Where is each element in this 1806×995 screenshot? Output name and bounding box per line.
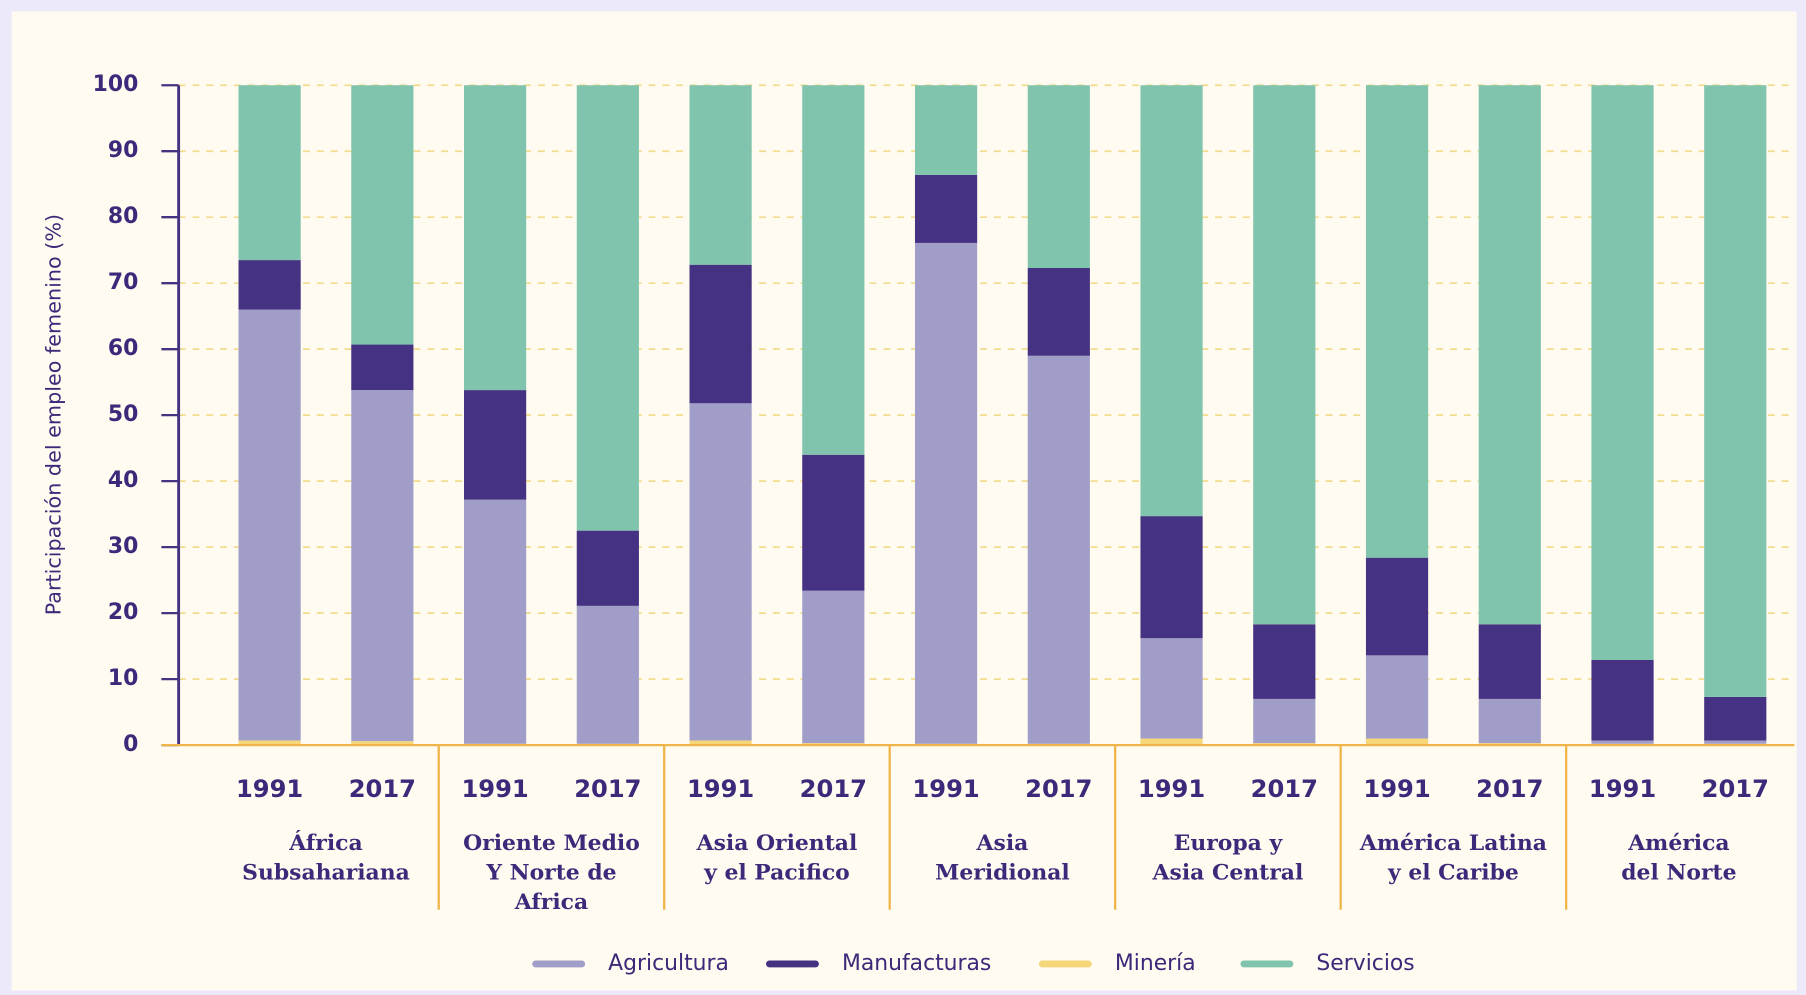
bar-segment: [1365, 655, 1429, 739]
group-label: África: [288, 829, 362, 856]
y-tick-label: 0: [123, 732, 138, 757]
bar-segment: [576, 605, 639, 744]
x-tick-label: 1991: [1138, 775, 1205, 803]
group-label: Oriente Medio: [463, 830, 640, 856]
bar-segment: [1478, 624, 1541, 699]
y-tick-label: 30: [108, 534, 138, 559]
group-label: Asia: [976, 830, 1029, 856]
y-tick-label: 70: [108, 270, 138, 295]
bar-segment: [914, 242, 978, 744]
y-tick-label: 50: [108, 402, 138, 427]
group-label: Subsahariana: [242, 860, 410, 886]
bar-segment: [1365, 85, 1429, 558]
bar-segment: [238, 309, 301, 741]
y-tick-label: 80: [108, 204, 138, 229]
group-label: y el Pacifico: [703, 860, 850, 886]
bar-segment: [1253, 624, 1316, 699]
bar-segment: [238, 85, 301, 261]
bar-segment: [1140, 85, 1203, 517]
bar-segment: [914, 174, 978, 243]
group-label: Europa y: [1174, 830, 1284, 856]
bar-segment: [1027, 85, 1090, 269]
group-label: América Latina: [1359, 830, 1547, 856]
bar-segment: [1365, 738, 1429, 746]
y-axis-label: Participación del empleo femenino (%): [41, 214, 65, 615]
bar-segment: [1704, 85, 1767, 697]
x-tick-label: 1991: [1589, 775, 1656, 803]
x-tick-label: 1991: [461, 775, 528, 803]
x-tick-label: 1991: [236, 775, 303, 803]
bar-segment: [1365, 557, 1429, 656]
bar-segment: [351, 344, 414, 391]
bar-segment: [1478, 698, 1541, 744]
bar-segment: [464, 85, 527, 391]
x-tick-label: 2017: [574, 775, 641, 803]
bar-segment: [351, 741, 414, 746]
bar-segment: [576, 530, 639, 606]
bar-segment: [1704, 696, 1767, 741]
bar-segment: [802, 85, 865, 455]
legend-label: Agricultura: [608, 951, 729, 976]
bar-segment: [1591, 85, 1654, 660]
legend-label: Servicios: [1316, 951, 1414, 976]
bar-segment: [689, 740, 752, 746]
x-tick-label: 2017: [1476, 775, 1543, 803]
x-tick-label: 2017: [1251, 775, 1318, 803]
bar-segment: [1478, 85, 1541, 625]
x-tick-label: 1991: [687, 775, 754, 803]
group-label: Asia Oriental: [696, 830, 858, 856]
bar-segment: [689, 85, 752, 265]
group-label: del Norte: [1621, 860, 1736, 886]
bar-segment: [914, 85, 978, 175]
group-label: y el Caribe: [1387, 860, 1519, 886]
legend-label: Minería: [1115, 951, 1196, 976]
bar-segment: [1253, 698, 1316, 744]
x-tick-label: 2017: [1702, 775, 1769, 803]
bar-segment: [464, 499, 527, 744]
y-tick-label: 60: [108, 336, 138, 361]
bar-segment: [1591, 740, 1654, 744]
bar-segment: [576, 85, 639, 531]
y-tick-label: 90: [108, 138, 138, 163]
bar-segment: [1140, 638, 1203, 739]
bar-segment: [802, 454, 865, 591]
bar-segment: [1027, 268, 1090, 356]
bar-segment: [802, 590, 865, 744]
bar-segment: [689, 264, 752, 404]
bar-segment: [351, 85, 414, 345]
bar-segment: [351, 390, 414, 742]
group-label: Y Norte de: [485, 860, 616, 886]
y-tick-label: 10: [108, 666, 138, 691]
bar-segment: [238, 260, 301, 310]
bar-segment: [689, 403, 752, 741]
y-tick-label: 40: [108, 468, 138, 493]
y-tick-label: 20: [108, 600, 138, 625]
x-tick-label: 2017: [1025, 775, 1092, 803]
x-tick-label: 2017: [800, 775, 867, 803]
x-tick-label: 1991: [1363, 775, 1430, 803]
bar-segment: [1704, 740, 1767, 744]
group-label: Meridional: [935, 860, 1070, 886]
bar-segment: [1253, 85, 1316, 625]
group-label: Africa: [514, 889, 588, 915]
bar-segment: [1140, 738, 1203, 746]
bar-segment: [1027, 355, 1090, 744]
group-label: Asia Central: [1152, 860, 1304, 886]
bar-segment: [1591, 659, 1654, 741]
y-tick-label: 100: [93, 72, 139, 97]
bar-segment: [464, 390, 527, 500]
bar-segment: [238, 740, 301, 746]
bar-segment: [1140, 516, 1203, 639]
group-label: América: [1627, 830, 1729, 856]
x-tick-label: 1991: [912, 775, 979, 803]
legend-label: Manufacturas: [842, 951, 991, 976]
x-tick-label: 2017: [349, 775, 416, 803]
